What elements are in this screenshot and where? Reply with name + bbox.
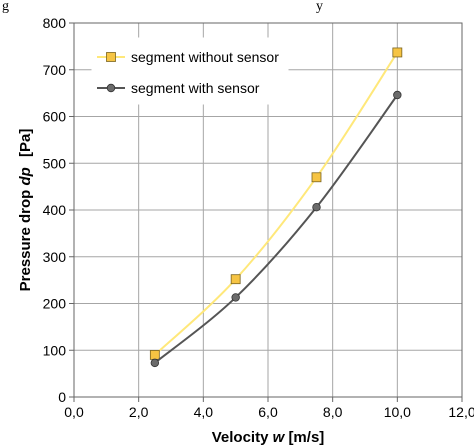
x-tick-label: 4,0 (194, 404, 214, 420)
data-point-circle (231, 293, 240, 302)
x-tick-label: 10,0 (384, 404, 411, 420)
y-tick-label: 400 (43, 202, 67, 218)
x-axis-title: Velocity w [m/s] (212, 429, 325, 446)
header-fragment-right: y (316, 0, 323, 14)
data-point-circle (150, 358, 160, 368)
y-tick-label: 100 (43, 342, 67, 358)
y-tick-label: 300 (43, 249, 67, 265)
legend-marker-circle (106, 83, 116, 93)
legend: segment without sensor segment with senso… (91, 37, 289, 105)
y-tick-label: 0 (58, 389, 66, 405)
legend-label: segment without sensor (131, 49, 279, 65)
y-tick-label: 700 (43, 62, 67, 78)
data-point-circle (393, 90, 402, 100)
x-tick-label: 6,0 (258, 404, 278, 420)
data-point-square (311, 172, 322, 183)
series-layer (149, 47, 403, 368)
x-tick-label: 2,0 (129, 404, 149, 420)
x-tick-label: 0,0 (64, 404, 84, 420)
x-tick-label: 8,0 (323, 404, 343, 420)
data-point-square (392, 47, 403, 58)
legend-label: segment with sensor (131, 80, 260, 96)
data-point-square (149, 350, 160, 360)
legend-marker-square (106, 52, 116, 62)
y-tick-label: 200 (43, 296, 67, 312)
header-fragment-left: g (2, 0, 9, 14)
x-tick-label: 12,0 (448, 404, 474, 420)
y-tick-label: 600 (43, 109, 67, 125)
data-point-square (230, 274, 241, 285)
series-line-2 (154, 94, 399, 364)
y-tick-label: 500 (43, 155, 67, 171)
data-point-circle (312, 202, 321, 212)
legend-box (91, 37, 289, 105)
x-axis-ticks: 0,0 2,0 4,0 6,0 8,0 10,0 12,0 (64, 397, 474, 420)
y-axis-ticks: 0 100 200 300 400 500 600 700 800 (43, 15, 74, 405)
y-axis-title: Pressure drop dp [Pa] (17, 129, 34, 292)
y-tick-label: 800 (43, 15, 67, 31)
series-line-1 (154, 51, 399, 356)
